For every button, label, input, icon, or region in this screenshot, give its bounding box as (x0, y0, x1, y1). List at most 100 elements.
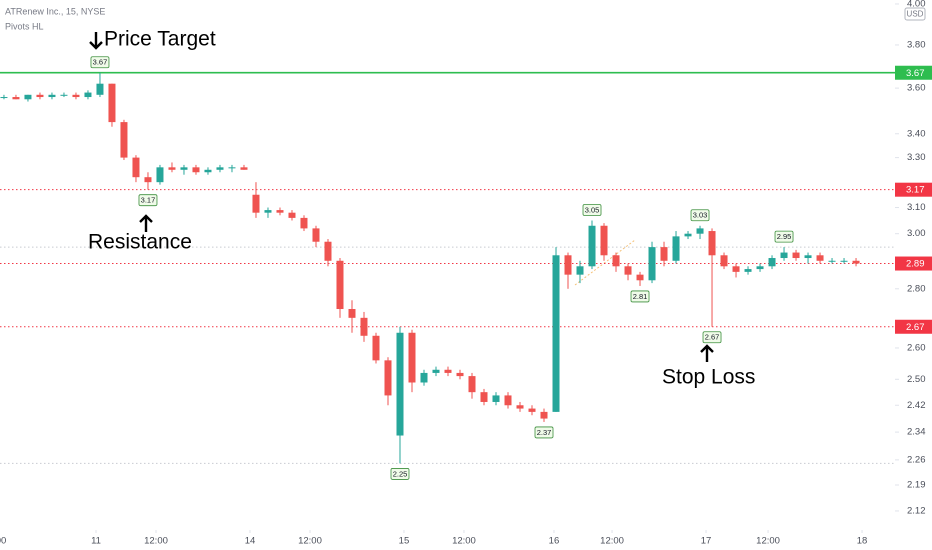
price-tag (895, 182, 932, 197)
indicator-name: Pivots HL (5, 21, 44, 31)
x-tick-label: 12:00 (298, 536, 322, 547)
candle-body (336, 260, 344, 310)
candle-body (492, 395, 500, 402)
x-tick-label: 12:00 (144, 536, 168, 547)
x-tick-label: 15 (399, 536, 410, 547)
candle-body (156, 167, 164, 183)
pivot-box (690, 209, 710, 222)
candle-body (756, 266, 764, 270)
pivot-label: 3.03 (693, 211, 708, 220)
x-tick-label: 12:00 (0, 536, 6, 547)
candle-body (444, 369, 452, 373)
candle-body (480, 392, 488, 402)
x-tick-label: 18 (857, 536, 868, 547)
y-tick-label: 3.40 (907, 128, 926, 139)
candle-body (636, 274, 644, 281)
x-tick-label: 12:00 (452, 536, 476, 547)
candle-body (588, 225, 596, 267)
drawing-line (574, 239, 636, 286)
candle-body (660, 247, 668, 261)
pivot-box (534, 426, 554, 439)
candle-body (408, 332, 416, 383)
x-tick-label: 12:00 (600, 536, 624, 547)
candle-body (276, 210, 284, 213)
candle-body (468, 376, 476, 393)
candle-body (348, 309, 356, 318)
candle-body (372, 335, 380, 361)
y-tick-label: 3.10 (907, 202, 926, 213)
candle-body (252, 194, 260, 213)
candle-body (300, 217, 308, 229)
candle-body (780, 252, 788, 259)
pivot-box (390, 468, 410, 480)
candle-body (612, 255, 620, 267)
price-tag-label: 3.17 (906, 185, 925, 196)
chart-title: ATRenew Inc., 15, NYSE (5, 6, 105, 16)
candle-body (600, 225, 608, 256)
candle-body (744, 269, 752, 272)
candle-body (168, 167, 176, 170)
y-tick-label: 2.60 (907, 342, 926, 353)
pivot-box (582, 204, 602, 216)
x-tick-label: 14 (245, 536, 256, 547)
candle-body (288, 212, 296, 218)
y-tick-label: 4.00 (907, 0, 926, 9)
candle-body (684, 233, 692, 237)
candle-body (768, 258, 776, 267)
candle-body (708, 231, 716, 256)
y-tick-label: 3.00 (907, 228, 926, 239)
x-tick-label: 17 (701, 536, 712, 547)
y-tick-label: 2.42 (907, 400, 926, 411)
pivot-label: 2.81 (633, 292, 648, 301)
candle-body (816, 255, 824, 261)
annotation: Stop Loss (662, 366, 755, 389)
x-tick-label: 16 (549, 536, 560, 547)
pivot-label: 3.17 (141, 196, 156, 205)
candle-body (24, 94, 32, 100)
price-tag (895, 256, 932, 271)
arrow-down (89, 32, 103, 50)
y-tick-label: 3.30 (907, 152, 926, 163)
candle-body (576, 266, 584, 275)
candle-body (564, 255, 572, 275)
candle-body (72, 94, 80, 98)
pivot-box (90, 56, 110, 69)
price-tag-label: 3.67 (906, 68, 925, 79)
currency: USD (907, 10, 924, 19)
candle-body (720, 255, 728, 267)
candle-body (0, 97, 8, 99)
pivot-label: 2.25 (393, 469, 408, 478)
candle-body (60, 94, 68, 96)
candle-body (192, 167, 200, 173)
candle-body (420, 372, 428, 383)
y-tick-label: 3.80 (907, 39, 926, 50)
candle-body (732, 266, 740, 272)
candle-body (180, 167, 188, 170)
candle-body (84, 92, 92, 98)
candle-body (540, 411, 548, 419)
candle-body (516, 405, 524, 409)
candle-body (504, 395, 512, 406)
candle-body (360, 317, 368, 336)
candle-body (396, 332, 404, 436)
candle-body (324, 241, 332, 261)
candle-body (132, 157, 140, 178)
pivot-box (702, 331, 722, 344)
candle-body (852, 260, 860, 264)
candle-body (264, 210, 272, 213)
price-tag-label: 2.67 (906, 322, 925, 333)
candle-body (144, 177, 152, 183)
pivot-label: 3.05 (585, 205, 600, 214)
x-tick-label: 11 (91, 536, 101, 547)
pivot-box (138, 194, 158, 207)
y-tick-label: 2.26 (907, 454, 926, 465)
y-tick-label: 2.19 (907, 480, 926, 491)
candle-body (384, 360, 392, 396)
pivot-label: 2.95 (777, 232, 792, 241)
candle-body (12, 97, 20, 100)
y-tick-label: 2.80 (907, 283, 926, 294)
candle-body (552, 255, 560, 412)
annotation: Price Target (104, 28, 216, 51)
candle-body (216, 167, 224, 170)
